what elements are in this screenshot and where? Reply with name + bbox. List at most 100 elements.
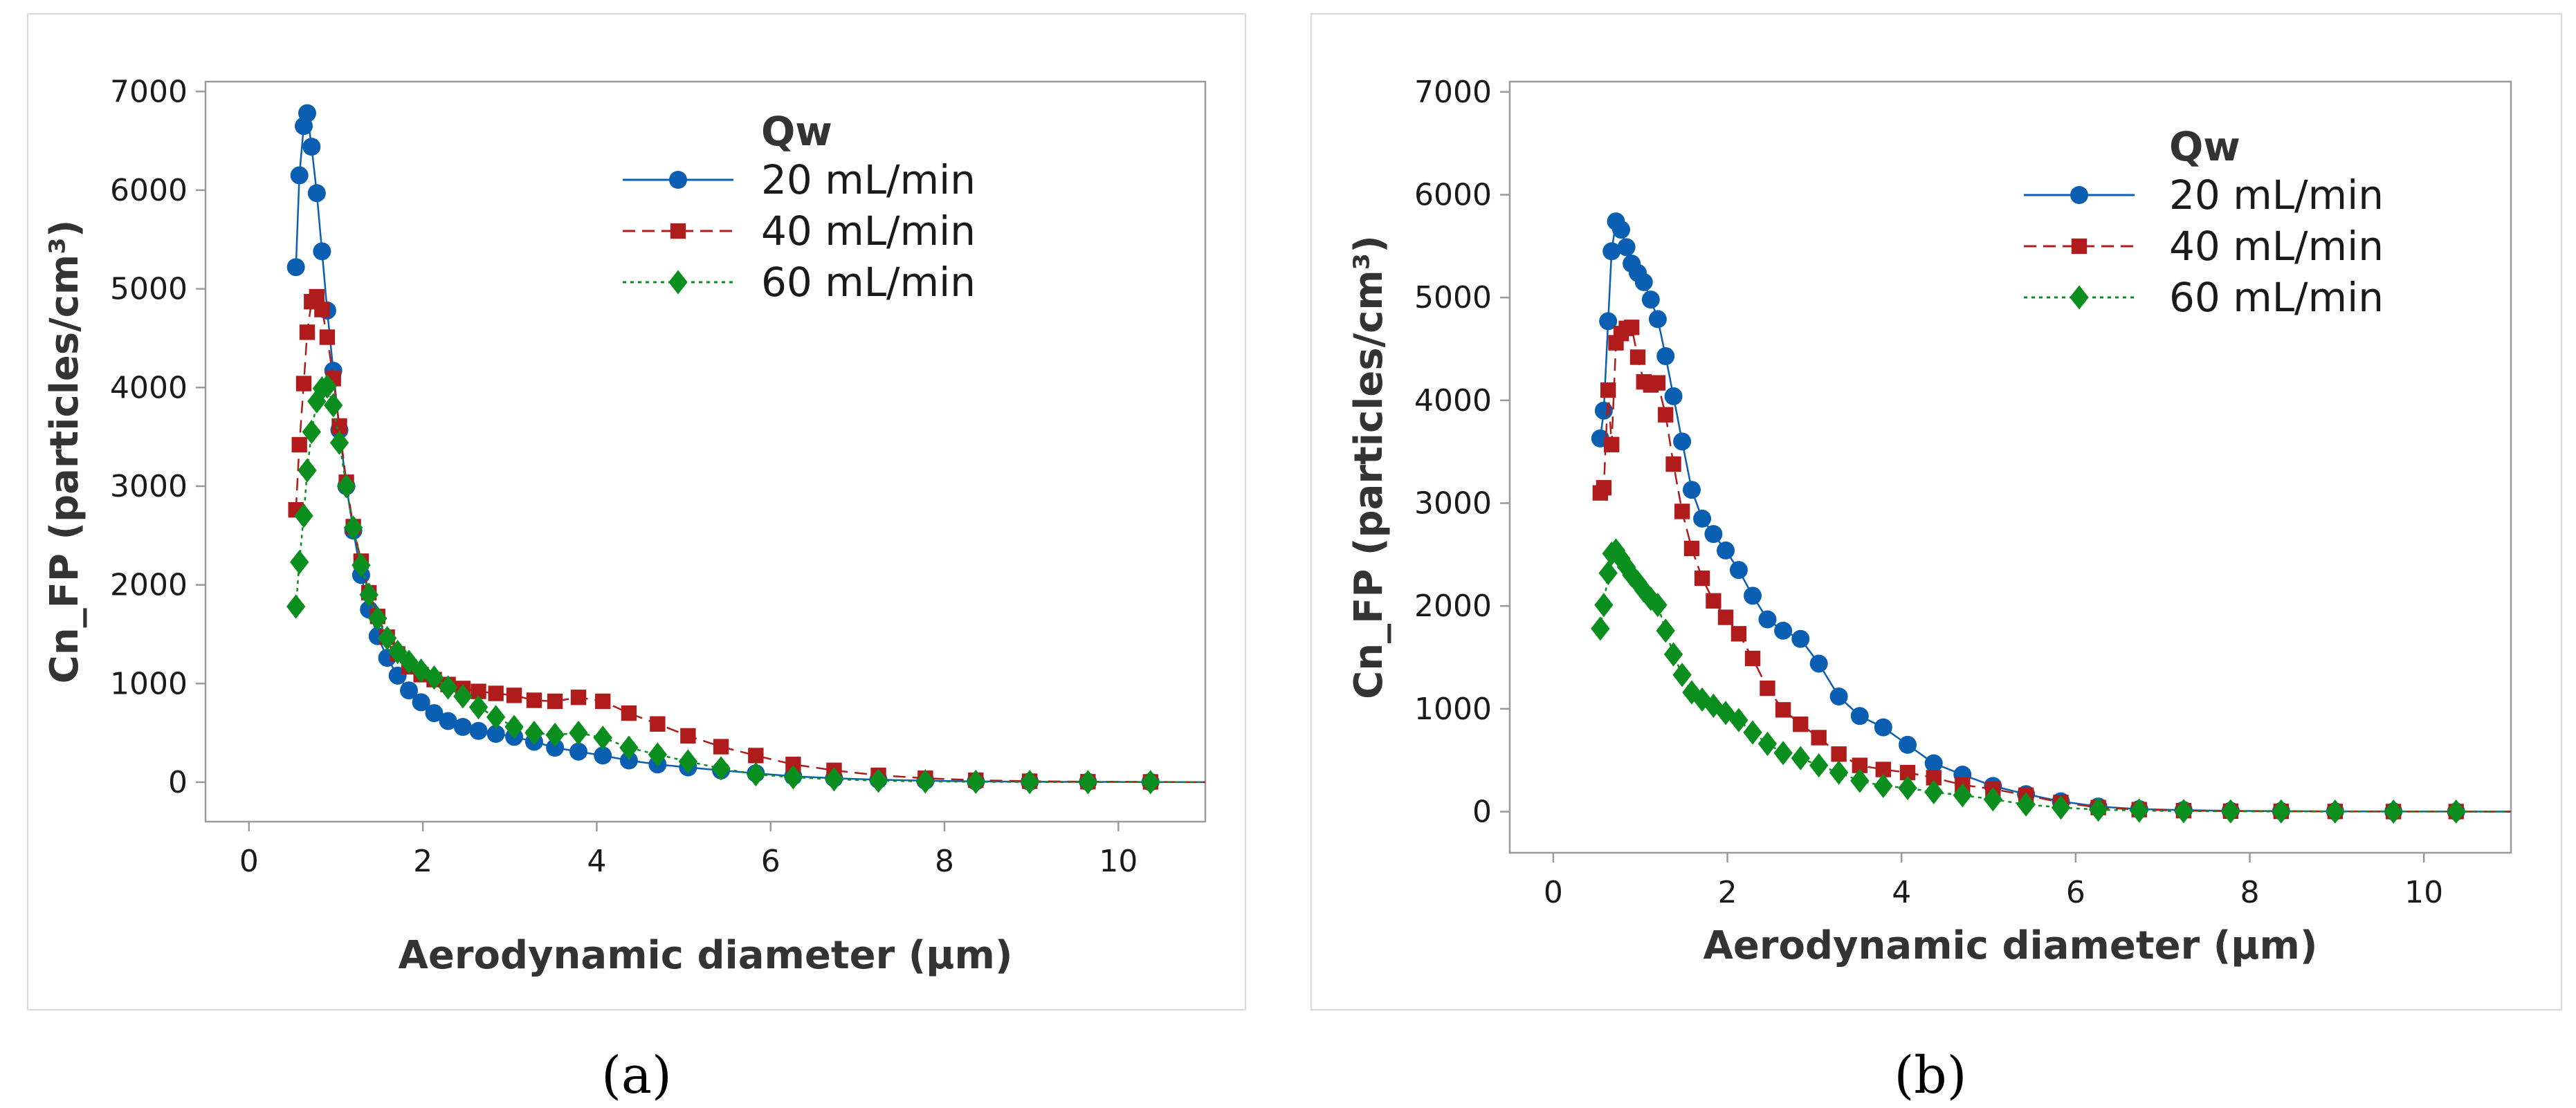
- data-point: [1775, 702, 1791, 718]
- y-tick-label: 4000: [1414, 383, 1492, 418]
- data-point: [343, 515, 363, 540]
- data-point: [1598, 561, 1618, 586]
- data-point: [595, 693, 611, 710]
- data-point: [488, 685, 504, 701]
- data-point: [546, 739, 565, 757]
- data-point: [1760, 680, 1775, 696]
- y-tick-label: 2000: [1414, 589, 1492, 624]
- data-point: [368, 606, 387, 631]
- data-point: [438, 675, 458, 700]
- legend-label: 60 mL/min: [761, 259, 976, 306]
- data-point: [1850, 768, 1870, 793]
- data-point: [1717, 541, 1735, 560]
- data-point: [1665, 456, 1681, 472]
- x-tick-label: 2: [413, 844, 432, 879]
- legend-marker: [2070, 186, 2088, 204]
- data-point: [1809, 654, 1828, 673]
- data-point: [424, 665, 444, 690]
- data-point: [711, 756, 731, 781]
- data-point: [1673, 432, 1692, 451]
- data-point: [1743, 720, 1762, 745]
- chart-panel-b: 0 1000 2000 3000 4000 5000 6000 7000 0 2 4 6 8 10 Aero…: [1310, 12, 2563, 1105]
- data-point: [411, 658, 431, 683]
- data-point: [412, 693, 430, 712]
- data-point: [1899, 764, 1916, 781]
- data-point: [351, 553, 371, 578]
- data-point: [785, 757, 801, 773]
- data-point: [1599, 312, 1618, 331]
- data-point: [307, 184, 326, 203]
- data-point: [400, 681, 419, 700]
- data-point: [1829, 760, 1849, 785]
- data-point: [570, 690, 587, 705]
- data-point: [471, 683, 486, 699]
- data-point: [290, 166, 309, 185]
- data-point: [1594, 593, 1614, 618]
- data-point: [298, 104, 317, 122]
- data-point: [1730, 626, 1747, 642]
- data-point: [291, 436, 307, 453]
- x-tick-label: 8: [2240, 875, 2260, 910]
- data-point: [2384, 799, 2403, 824]
- data-point: [1811, 730, 1827, 746]
- x-tick-label: 4: [587, 844, 606, 879]
- data-point: [1650, 375, 1666, 391]
- y-tick-label: 3000: [1414, 486, 1492, 521]
- data-point: [302, 138, 321, 156]
- data-point: [1674, 504, 1690, 519]
- data-point: [594, 746, 612, 765]
- data-point: [619, 735, 639, 760]
- series-layer: [1591, 212, 2511, 824]
- data-point: [621, 705, 637, 721]
- x-tick-label: 10: [1099, 844, 1138, 879]
- data-point: [1641, 587, 1661, 611]
- data-point: [1704, 525, 1723, 544]
- data-point: [286, 258, 305, 277]
- data-point: [1694, 570, 1710, 587]
- data-point: [2016, 792, 2036, 817]
- data-point: [1604, 436, 1620, 452]
- data-point: [295, 376, 312, 391]
- data-point: [313, 242, 331, 261]
- data-point: [1793, 716, 1809, 732]
- legend-label: 40 mL/min: [2169, 223, 2384, 270]
- data-point: [302, 419, 321, 445]
- x-tick-label: 0: [239, 844, 259, 879]
- data-point: [1850, 707, 1869, 726]
- data-point: [319, 329, 336, 345]
- legend-title: Qw: [2169, 123, 2240, 170]
- plot-area: [204, 80, 1207, 823]
- x-tick-label: 6: [761, 844, 780, 879]
- data-point: [1809, 753, 1829, 778]
- legend-title: Qw: [761, 108, 832, 155]
- data-point: [1612, 221, 1631, 239]
- chart-panel-a: 0 1000 2000 3000 4000 5000 6000 7000 0 2 4 6 8 10 Aero…: [26, 12, 1247, 1105]
- panel-caption: (a): [601, 1046, 672, 1105]
- data-point: [1983, 787, 2003, 812]
- data-point: [388, 640, 408, 665]
- data-point: [746, 761, 766, 787]
- legend-label: 40 mL/min: [761, 207, 976, 255]
- data-point: [1744, 650, 1761, 667]
- x-tick-label: 4: [1892, 875, 1911, 910]
- data-point: [1623, 320, 1640, 335]
- data-point: [2130, 798, 2149, 823]
- data-point: [294, 504, 313, 528]
- x-tick-label: 2: [1718, 875, 1737, 910]
- data-point: [1591, 616, 1610, 641]
- data-point: [1953, 783, 1972, 808]
- x-tick-label: 6: [2066, 875, 2085, 910]
- legend-label: 20 mL/min: [761, 156, 976, 203]
- data-point: [1852, 757, 1868, 773]
- data-point: [1141, 770, 1160, 795]
- data-point: [377, 626, 397, 651]
- data-point: [1773, 741, 1793, 766]
- x-tick-label: 10: [2404, 875, 2443, 910]
- data-point: [439, 712, 457, 730]
- data-point: [1926, 770, 1942, 786]
- data-point: [1874, 718, 1892, 737]
- data-point: [1600, 382, 1616, 398]
- y-tick-label: 5000: [110, 272, 188, 307]
- data-point: [504, 714, 524, 739]
- data-point: [1744, 587, 1762, 605]
